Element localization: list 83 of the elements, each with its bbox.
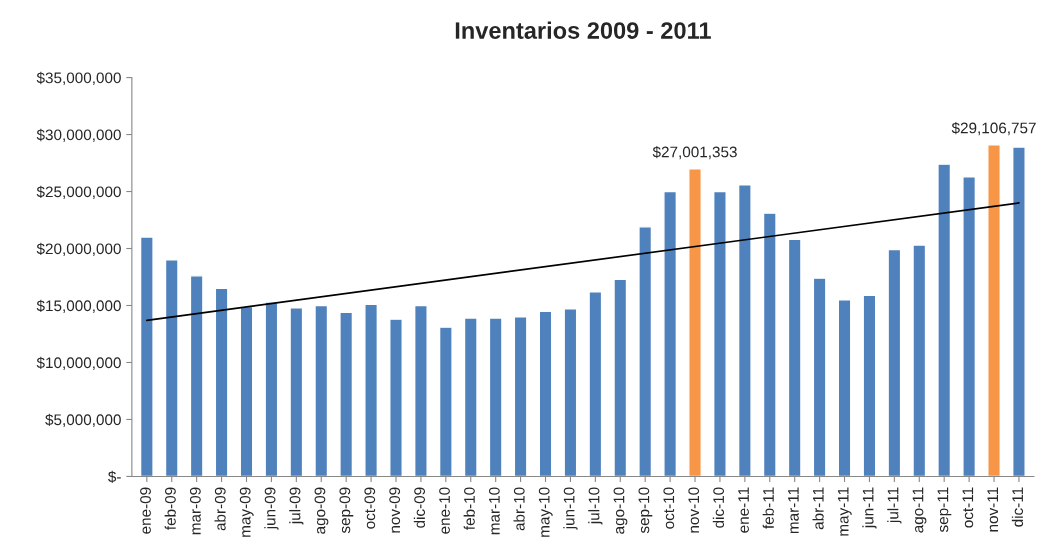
y-tick-label: $10,000,000 bbox=[36, 356, 121, 370]
x-tick-label: feb-11 bbox=[762, 487, 774, 529]
x-tick-label: jun-11 bbox=[862, 487, 877, 529]
bar bbox=[339, 311, 354, 477]
bar bbox=[538, 310, 553, 477]
x-tick-label: dic-10 bbox=[712, 487, 725, 528]
bar bbox=[837, 299, 852, 477]
x-tick-label: mar-09 bbox=[189, 487, 201, 535]
bar bbox=[189, 275, 204, 477]
bar bbox=[762, 212, 777, 477]
y-tick-label: $20,000,000 bbox=[36, 242, 121, 256]
x-tick-label: oct-10 bbox=[663, 487, 675, 529]
x-tick-label: mar-10 bbox=[488, 487, 500, 535]
x-tick-label: jun-09 bbox=[264, 487, 279, 530]
y-tick-label: $30,000,000 bbox=[36, 128, 121, 143]
bar bbox=[688, 168, 702, 477]
x-tick-label: may-10 bbox=[538, 487, 553, 537]
x-tick-label: ago-09 bbox=[314, 487, 329, 534]
bar bbox=[264, 301, 279, 477]
x-tick-label: feb-09 bbox=[164, 487, 176, 530]
x-tick-label: mar-11 bbox=[788, 487, 799, 534]
x-tick-label: oct-09 bbox=[364, 487, 376, 529]
x-tick-label: jul-11 bbox=[887, 487, 902, 524]
x-tick-label: ene-11 bbox=[738, 487, 749, 533]
x-tick-label: may-11 bbox=[837, 487, 852, 536]
x-tick-label: nov-10 bbox=[688, 487, 700, 533]
x-tick-label: abr-09 bbox=[214, 487, 226, 531]
bar bbox=[937, 163, 952, 477]
bar bbox=[962, 176, 977, 477]
y-tick-label: $- bbox=[108, 470, 121, 484]
bar bbox=[413, 304, 428, 477]
bar bbox=[463, 317, 478, 477]
x-tick-label: dic-09 bbox=[413, 487, 426, 528]
bar bbox=[588, 291, 603, 477]
bar bbox=[139, 236, 154, 477]
x-tick-label: jun-10 bbox=[563, 487, 578, 530]
data-label: $27,001,353 bbox=[652, 145, 737, 160]
bar bbox=[737, 183, 752, 477]
bar bbox=[713, 190, 727, 477]
y-tick-label: $15,000,000 bbox=[36, 299, 121, 313]
x-tick-label: abr-10 bbox=[513, 487, 525, 531]
bar bbox=[912, 244, 927, 477]
bar bbox=[164, 259, 179, 477]
x-tick-label: abr-11 bbox=[812, 487, 824, 530]
x-tick-label: dic-11 bbox=[1011, 487, 1024, 527]
bar bbox=[563, 308, 578, 477]
bar bbox=[438, 326, 453, 477]
x-tick-label: sep-11 bbox=[937, 487, 952, 533]
bar bbox=[364, 303, 379, 477]
x-tick-label: jul-10 bbox=[588, 487, 603, 525]
bar bbox=[987, 144, 1001, 477]
x-tick-label: ago-11 bbox=[912, 487, 927, 533]
bar bbox=[663, 190, 678, 477]
x-tick-label: sep-09 bbox=[339, 487, 354, 534]
bar bbox=[812, 277, 827, 477]
bar bbox=[1012, 146, 1026, 477]
y-tick-label: $5,000,000 bbox=[45, 413, 121, 427]
x-tick-label: ene-09 bbox=[140, 487, 151, 534]
x-tick-label: nov-09 bbox=[389, 487, 401, 533]
bar bbox=[488, 317, 503, 477]
y-tick-label: $35,000,000 bbox=[36, 71, 121, 86]
bar bbox=[389, 318, 403, 477]
x-tick-label: may-09 bbox=[239, 487, 254, 537]
bar bbox=[289, 307, 304, 477]
x-tick-label: feb-10 bbox=[463, 487, 475, 530]
bar bbox=[314, 304, 329, 477]
x-tick-label: jul-09 bbox=[289, 487, 304, 525]
x-tick-label: ago-10 bbox=[613, 487, 628, 534]
data-label: $29,106,757 bbox=[951, 121, 1036, 136]
bar bbox=[862, 294, 877, 477]
bar bbox=[513, 316, 528, 477]
bar bbox=[787, 238, 802, 477]
bar bbox=[887, 248, 902, 477]
x-tick-label: oct-11 bbox=[962, 487, 974, 528]
x-tick-label: ene-10 bbox=[439, 487, 450, 534]
y-tick-label: $25,000,000 bbox=[36, 185, 121, 200]
bar bbox=[613, 278, 628, 477]
bar bbox=[214, 287, 229, 477]
chart-title: Inventarios 2009 - 2011 bbox=[455, 21, 711, 39]
x-tick-label: sep-10 bbox=[638, 487, 653, 534]
bar bbox=[638, 226, 653, 477]
bar bbox=[239, 305, 254, 477]
x-tick-label: nov-11 bbox=[987, 487, 999, 532]
